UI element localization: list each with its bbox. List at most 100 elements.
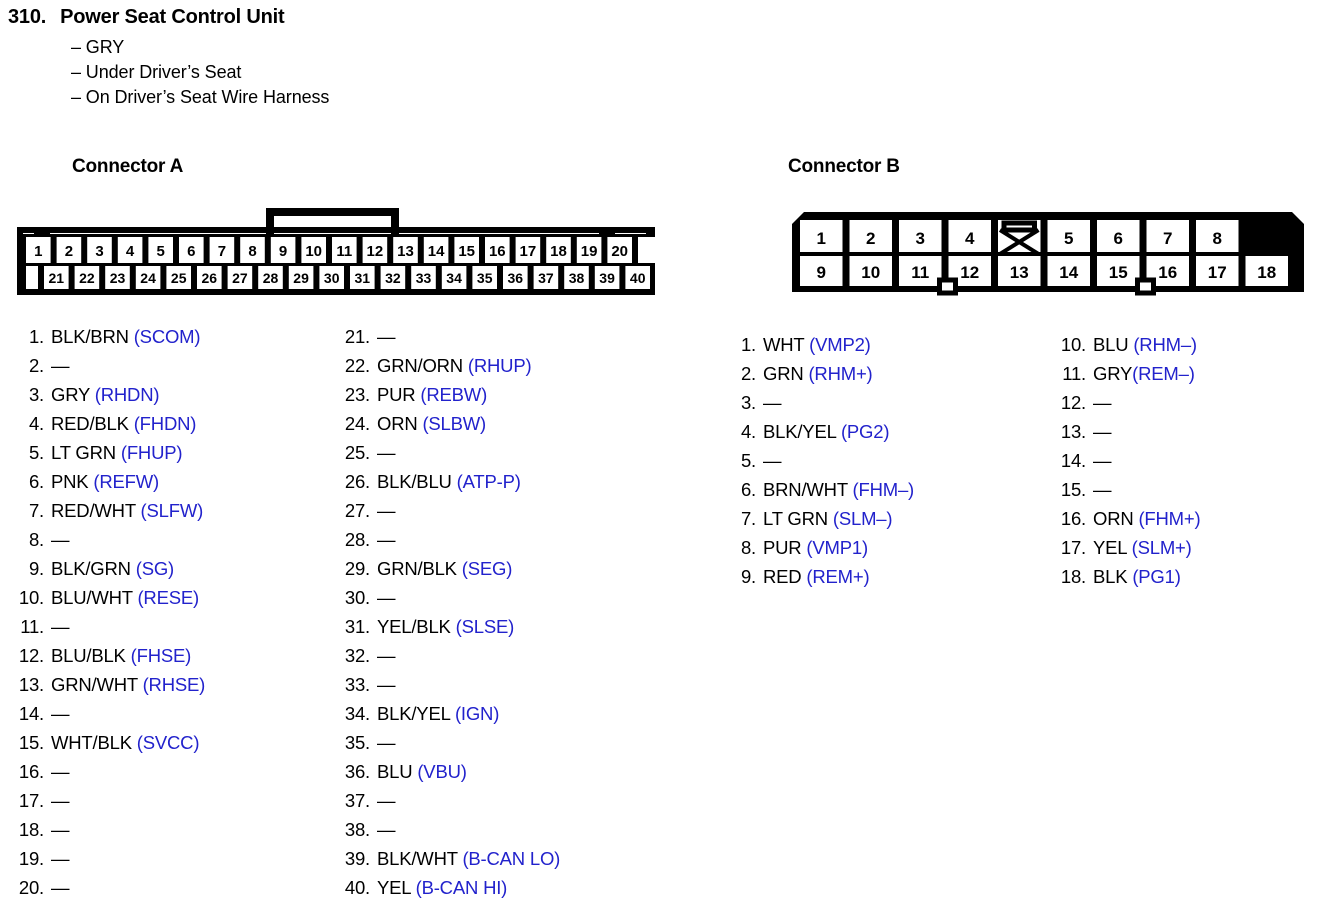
pin-signal-code: (SLFW) <box>140 500 204 521</box>
pin-unused-dash: — <box>763 450 782 471</box>
connector-a-pin-21: 21 <box>49 270 65 286</box>
pin-row: 13. GRN/WHT (RHSE) <box>18 670 338 699</box>
pin-row: 16. — <box>18 757 338 786</box>
pin-row: 31. YEL/BLK (SLSE) <box>344 612 674 641</box>
pin-index: 26. <box>344 471 370 492</box>
connector-b-pin-numbers: 9 10 11 12 13 14 15 16 17 181 2 3 4 5 6 7 8 <box>817 229 1277 282</box>
connector-b-pin-9: 9 <box>817 263 826 282</box>
pin-row: 15. WHT/BLK (SVCC) <box>18 728 338 757</box>
pin-wire-color: BLU <box>377 761 418 782</box>
pin-unused-dash: — <box>51 790 70 811</box>
pin-row: 24. ORN (SLBW) <box>344 409 674 438</box>
pin-unused-dash: — <box>377 500 396 521</box>
pin-wire-color: PNK <box>51 471 94 492</box>
connector-a-pin-19: 19 <box>581 243 598 260</box>
pin-index: 7. <box>28 500 44 521</box>
pin-row: 11. — <box>18 612 338 641</box>
pin-index: 40. <box>344 877 370 898</box>
pin-row: 5. — <box>730 446 1050 475</box>
pin-index: 32. <box>344 645 370 666</box>
pin-wire-color: BLK/YEL <box>377 703 455 724</box>
pin-row: 23. PUR (REBW) <box>344 380 674 409</box>
pin-index: 15. <box>1060 479 1086 500</box>
pin-index: 21. <box>344 326 370 347</box>
pin-row: 1. BLK/BRN (SCOM) <box>18 322 338 351</box>
pin-signal-code: (FHM+) <box>1138 508 1201 529</box>
connector-b-pin-17: 17 <box>1208 263 1227 282</box>
pin-wire-color: WHT <box>763 334 810 355</box>
pin-row: 2. — <box>18 351 338 380</box>
pin-signal-code: (PG1) <box>1132 566 1181 587</box>
connector-a-pin-25: 25 <box>171 270 187 286</box>
pin-index: 3. <box>740 392 756 413</box>
pin-signal-code: (RHM–) <box>1133 334 1197 355</box>
pin-signal-code: (SLBW) <box>422 413 487 434</box>
pin-signal-code: (B-CAN HI) <box>415 877 508 898</box>
pin-unused-dash: — <box>377 732 396 753</box>
connector-b-pin-10: 10 <box>861 263 880 282</box>
pin-row: 4. RED/BLK (FHDN) <box>18 409 338 438</box>
connector-b-pin-list-col1: 1. WHT (VMP2) 2. GRN (RHM+) 3. — 4. BLK/YEL (PG… <box>730 330 1050 591</box>
connector-a-pin-10: 10 <box>305 243 322 260</box>
connector-a-pin-9: 9 <box>279 243 287 260</box>
connector-a-pin-5: 5 <box>157 243 165 260</box>
pin-index: 17. <box>1060 537 1086 558</box>
pin-row: 37. — <box>344 786 674 815</box>
pin-row: 30. — <box>344 583 674 612</box>
connector-b-diagram: 9 10 11 12 13 14 15 16 17 181 2 3 4 5 6 7 8 <box>792 212 1304 296</box>
pin-index: 6. <box>740 479 756 500</box>
pin-row: 33. — <box>344 670 674 699</box>
pin-row: 16. ORN (FHM+) <box>1060 504 1310 533</box>
blocked-cavity-x-icon <box>937 220 1156 296</box>
pin-index: 31. <box>344 616 370 637</box>
pin-index: 5. <box>28 442 44 463</box>
pin-unused-dash: — <box>51 877 70 898</box>
pin-unused-dash: — <box>377 819 396 840</box>
pin-row: 34. BLK/YEL (IGN) <box>344 699 674 728</box>
connector-a-pin-22: 22 <box>79 270 95 286</box>
pin-unused-dash: — <box>1093 479 1112 500</box>
pin-signal-code: (RHSE) <box>142 674 206 695</box>
pin-unused-dash: — <box>51 616 70 637</box>
pin-signal-code: (B-CAN LO) <box>462 848 561 869</box>
connector-b-pin-18: 18 <box>1257 263 1276 282</box>
connector-b-pin-12: 12 <box>960 263 979 282</box>
pin-row: 6. BRN/WHT (FHM–) <box>730 475 1050 504</box>
pin-index: 30. <box>344 587 370 608</box>
pin-unused-dash: — <box>377 645 396 666</box>
pin-signal-code: (RHM+) <box>808 363 873 384</box>
pin-index: 27. <box>344 500 370 521</box>
pin-index: 13. <box>18 674 44 695</box>
pin-index: 18. <box>18 819 44 840</box>
pin-wire-color: BLU/BLK <box>51 645 131 666</box>
pin-unused-dash: — <box>51 848 70 869</box>
pin-signal-code: (FHSE) <box>130 645 192 666</box>
pin-index: 8. <box>28 529 44 550</box>
pin-wire-color: RED/WHT <box>51 500 141 521</box>
pin-index: 37. <box>344 790 370 811</box>
pin-row: 14. — <box>18 699 338 728</box>
pin-wire-color: BLK <box>1093 566 1133 587</box>
pin-row: 10. BLU/WHT (RESE) <box>18 583 338 612</box>
pin-signal-code: (VMP1) <box>806 537 868 558</box>
pin-signal-code: (SCOM) <box>133 326 201 347</box>
pin-wire-color: BRN/WHT <box>763 479 853 500</box>
pin-index: 12. <box>1060 392 1086 413</box>
pin-index: 17. <box>18 790 44 811</box>
connector-b-pin-6: 6 <box>1114 229 1123 248</box>
pin-index: 9. <box>28 558 44 579</box>
pin-index: 29. <box>344 558 370 579</box>
pin-index: 18. <box>1060 566 1086 587</box>
pin-row: 14. — <box>1060 446 1310 475</box>
connector-a-pin-27: 27 <box>232 270 248 286</box>
pin-unused-dash: — <box>51 355 70 376</box>
pin-index: 22. <box>344 355 370 376</box>
pin-row: 2. GRN (RHM+) <box>730 359 1050 388</box>
pin-signal-code: (SLM–) <box>832 508 893 529</box>
pin-wire-color: BLK/BLU <box>377 471 457 492</box>
pin-signal-code: (SLM+) <box>1131 537 1192 558</box>
pin-index: 20. <box>18 877 44 898</box>
connector-a-pin-8: 8 <box>248 243 256 260</box>
